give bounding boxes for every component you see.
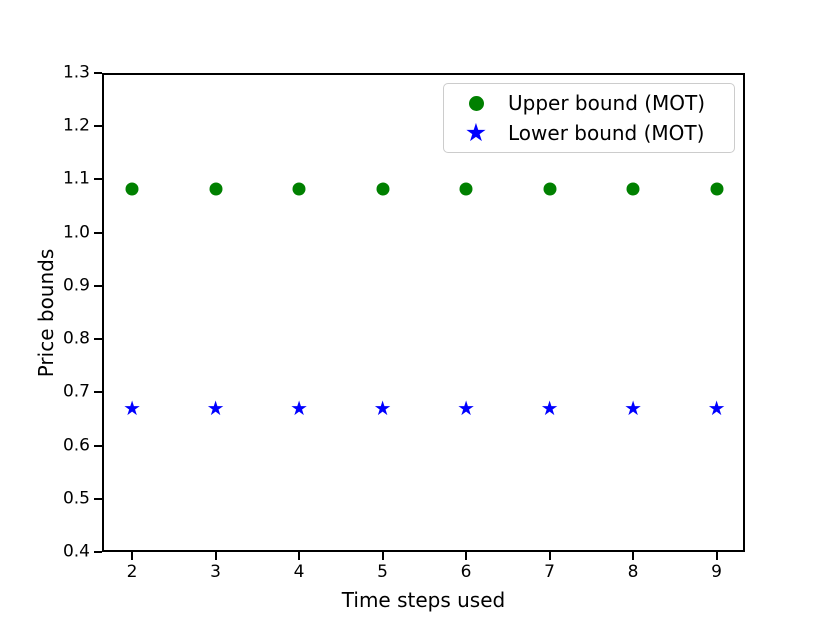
x-tick-label: 7 [544, 562, 556, 582]
y-tick-mark [94, 338, 102, 341]
legend-star-icon: ★ [464, 117, 488, 147]
y-tick-mark [94, 551, 102, 553]
x-tick-mark [214, 552, 217, 560]
legend-marker-cell [444, 95, 508, 111]
data-point-circle [125, 182, 139, 196]
legend-circle-icon [468, 95, 484, 111]
y-tick-label: 0.4 [62, 541, 90, 562]
x-tick-label: 8 [627, 562, 639, 582]
data-point-star: ★ [123, 396, 142, 421]
data-point-star: ★ [206, 396, 225, 421]
y-tick-label: 0.9 [62, 275, 90, 296]
y-tick-label: 1.0 [62, 222, 90, 243]
data-point-circle [209, 182, 223, 196]
y-tick-label: 0.7 [62, 381, 90, 402]
x-tick-mark [298, 552, 301, 560]
y-tick-mark [94, 444, 102, 447]
legend-item: ★ Lower bound (MOT) [444, 118, 734, 148]
data-point-circle [459, 182, 473, 196]
data-point-circle [626, 182, 640, 196]
data-point-star: ★ [373, 396, 392, 421]
y-tick-label: 1.1 [62, 168, 90, 189]
data-point-circle [543, 182, 557, 196]
data-point-circle [710, 182, 724, 196]
x-tick-mark [548, 552, 551, 560]
y-tick-label: 0.8 [62, 328, 90, 349]
y-tick-mark [94, 178, 102, 181]
data-point-star: ★ [290, 396, 309, 421]
x-tick-mark [131, 552, 134, 560]
y-tick-mark [94, 391, 102, 394]
y-axis-label: Price bounds [34, 248, 58, 377]
x-tick-mark [632, 552, 635, 560]
x-tick-label: 4 [293, 562, 305, 582]
x-tick-label: 5 [377, 562, 388, 582]
data-point-circle [292, 182, 306, 196]
x-tick-label: 9 [711, 562, 723, 582]
x-tick-mark [381, 552, 384, 560]
y-tick-mark [94, 284, 102, 287]
data-point-circle [376, 182, 390, 196]
y-tick-mark [94, 497, 102, 500]
y-tick-label: 1.3 [62, 62, 90, 83]
data-point-star: ★ [457, 396, 476, 421]
data-point-star: ★ [540, 396, 559, 421]
y-tick-label: 0.6 [62, 435, 90, 456]
x-tick-mark [715, 552, 718, 560]
legend-label: Lower bound (MOT) [508, 121, 705, 145]
x-tick-mark [465, 552, 468, 560]
y-tick-mark [94, 125, 102, 128]
legend-marker-cell: ★ [444, 117, 508, 147]
y-tick-mark [94, 231, 102, 234]
x-tick-label: 2 [126, 562, 138, 582]
legend-item: Upper bound (MOT) [444, 88, 734, 118]
y-tick-mark [94, 72, 102, 74]
data-point-star: ★ [707, 396, 726, 421]
y-tick-label: 1.2 [62, 115, 90, 136]
x-tick-label: 3 [210, 562, 221, 582]
x-axis-label: Time steps used [341, 588, 506, 612]
legend-label: Upper bound (MOT) [508, 91, 706, 115]
data-point-star: ★ [624, 396, 643, 421]
y-tick-label: 0.5 [62, 488, 90, 509]
x-tick-label: 6 [460, 562, 472, 582]
legend: Upper bound (MOT) ★ Lower bound (MOT) [443, 83, 735, 153]
